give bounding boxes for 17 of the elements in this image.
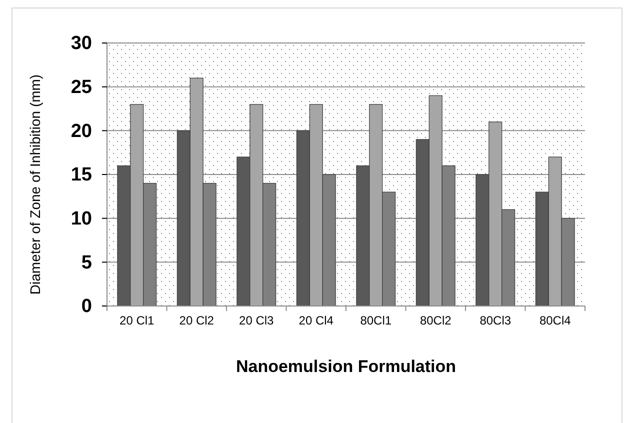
x-tick-label: 20 Cl3 [239,314,274,328]
x-tick-label: 80Cl3 [480,314,512,328]
x-axis-title: Nanoemulsion Formulation [236,357,456,376]
y-tick-label: 15 [70,164,92,186]
y-tick-label: 30 [70,33,92,54]
x-tick-label: 20 Cl1 [120,314,155,328]
y-axis-title: Diameter of Zone of Inhibition (mm) [27,74,43,295]
x-tick-label: 80Cl4 [539,314,572,328]
x-tick-label: 80Cl2 [420,314,452,328]
y-tick-label: 25 [70,76,92,98]
y-tick-label: 0 [81,296,92,318]
x-tick-label: 20 Cl2 [179,314,214,328]
y-tick-label: 20 [70,120,92,142]
x-tick-label: 20 Cl4 [298,314,334,328]
y-tick-label: 10 [70,208,92,230]
x-tick-label: 80Cl1 [360,314,392,328]
y-tick-label: 5 [81,252,92,274]
